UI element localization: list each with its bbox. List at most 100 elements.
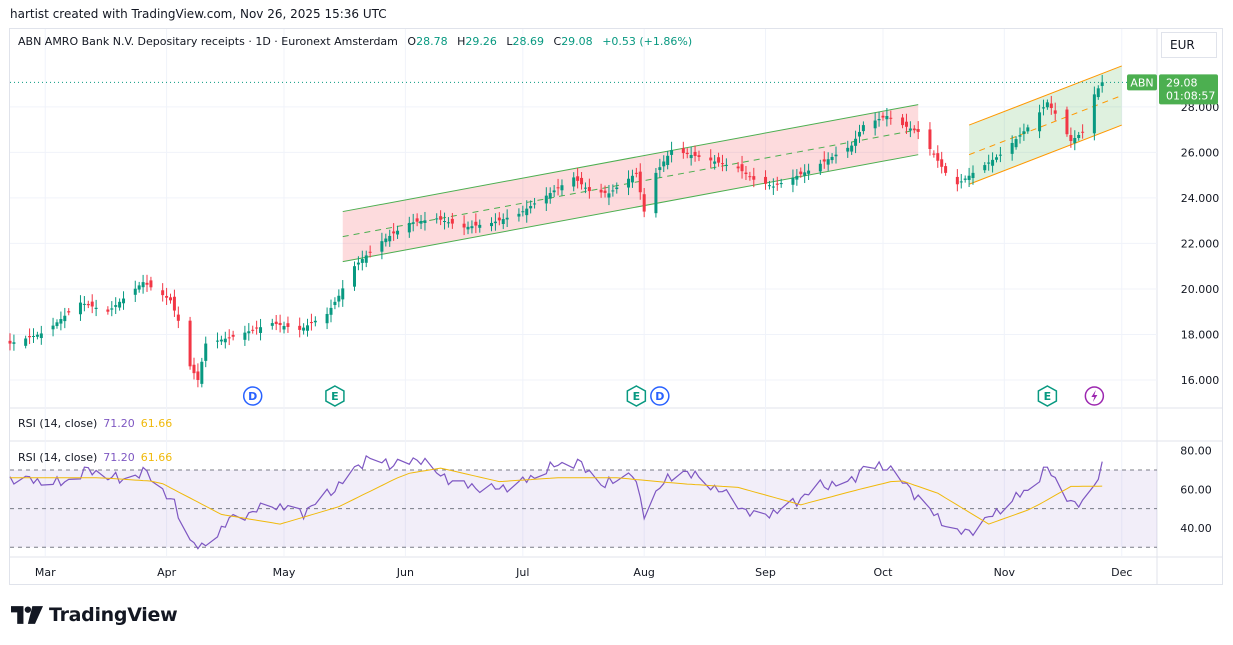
candle-body: [35, 334, 39, 337]
candle-body: [587, 187, 591, 192]
candle-body: [446, 222, 450, 224]
candle-body: [423, 220, 427, 224]
candle-body: [634, 172, 638, 174]
candle-body: [807, 170, 811, 174]
candle-body: [991, 159, 995, 166]
candle-body: [176, 314, 180, 321]
last-price-value: 29.08: [1166, 76, 1198, 89]
candle-body: [407, 222, 411, 233]
candle-body: [435, 218, 439, 220]
candle-body: [944, 166, 948, 173]
candle-body: [106, 309, 110, 312]
rsi-legend-ma: 61.66: [140, 417, 173, 430]
rsi-legend-ma-2: 61.66: [140, 451, 173, 464]
candle-body: [380, 241, 384, 252]
time-tick-label: Jul: [515, 566, 529, 579]
time-tick-label: Apr: [157, 566, 177, 579]
rsi-legend-value-2: 71.20: [103, 451, 135, 464]
candle-body: [928, 129, 932, 149]
earnings-marker: [325, 385, 345, 407]
tradingview-logo[interactable]: TradingView: [11, 602, 178, 628]
candle-body: [967, 175, 971, 180]
candle-body: [994, 157, 998, 160]
candle-body: [627, 178, 631, 188]
legend-close-label: C: [553, 35, 562, 48]
candle-body: [302, 327, 306, 331]
candle-body: [368, 251, 372, 253]
candle-body: [830, 156, 834, 161]
candle-body: [521, 211, 525, 213]
candle-body: [1081, 131, 1085, 133]
candle-body: [822, 159, 826, 162]
candle-body: [192, 364, 196, 374]
candle-body: [392, 231, 396, 234]
candle-body: [713, 161, 717, 164]
candle-body: [583, 187, 587, 189]
candle-body: [118, 301, 122, 308]
currency-selector[interactable]: EUR: [1161, 32, 1217, 58]
candle-body: [1065, 109, 1069, 135]
legend-high-label: H: [457, 35, 466, 48]
candle-body: [885, 115, 889, 120]
rsi-legend[interactable]: RSI (14, close) 71.20 61.66: [18, 451, 172, 464]
candle-body: [685, 152, 689, 155]
candle-body: [834, 154, 838, 157]
candle-body: [282, 326, 286, 330]
candle-body: [775, 183, 779, 185]
candle-body: [274, 321, 278, 325]
event-marker-e: E: [325, 385, 345, 407]
candle-body: [278, 322, 282, 326]
candle-body: [55, 322, 59, 327]
candle-body: [936, 153, 940, 161]
candle-body: [689, 155, 693, 159]
candle-body: [1092, 94, 1096, 134]
candle-body: [137, 285, 141, 290]
candle-body: [352, 266, 356, 287]
price-candles: [8, 74, 1157, 388]
rsi-band: [10, 469, 1157, 548]
rsi-tick-label: 40.00: [1180, 522, 1212, 535]
rsi-legend-label-2: RSI (14, close): [18, 451, 98, 464]
event-marker-e: E: [626, 385, 647, 407]
candle-body: [306, 325, 310, 331]
candle-body: [904, 121, 908, 127]
legend-low-label: L: [506, 35, 513, 48]
time-tick-label: May: [273, 566, 296, 579]
candle-body: [450, 218, 454, 224]
candle-body: [724, 164, 728, 166]
candle-body: [149, 280, 153, 288]
candle-body: [615, 187, 619, 190]
legend-title: ABN AMRO Bank N.V. Depositary receipts ·…: [18, 35, 398, 48]
channel-mid-line: [968, 95, 1122, 156]
candle-body: [658, 167, 662, 171]
candle-body: [490, 222, 494, 227]
candle-body: [779, 182, 783, 185]
candle-body: [360, 259, 364, 263]
candle-body: [771, 186, 775, 188]
candle-body: [286, 323, 290, 327]
candle-body: [8, 340, 12, 344]
candle-body: [419, 220, 423, 224]
candle-body: [767, 185, 771, 187]
candle-body: [411, 222, 415, 224]
rsi-legend-collapsed[interactable]: RSI (14, close) 71.20 61.66: [18, 417, 172, 430]
candle-body: [873, 120, 877, 129]
candle-body: [31, 335, 35, 337]
candle-body: [552, 190, 556, 193]
candle-body: [341, 288, 345, 300]
chart-attribution: hartist created with TradingView.com, No…: [10, 7, 387, 21]
candle-body: [795, 175, 799, 180]
candle-body: [247, 331, 251, 334]
candle-body: [1022, 131, 1026, 135]
candle-body: [959, 181, 963, 183]
candle-body: [243, 332, 247, 340]
candle-body: [110, 308, 114, 310]
event-marker-flash-icon: [1084, 386, 1105, 406]
candle-body: [501, 219, 505, 224]
candle-body: [63, 315, 67, 322]
candle-body: [466, 226, 470, 230]
candle-body: [611, 190, 615, 192]
candle-body: [736, 166, 740, 169]
candle-body: [955, 176, 959, 185]
